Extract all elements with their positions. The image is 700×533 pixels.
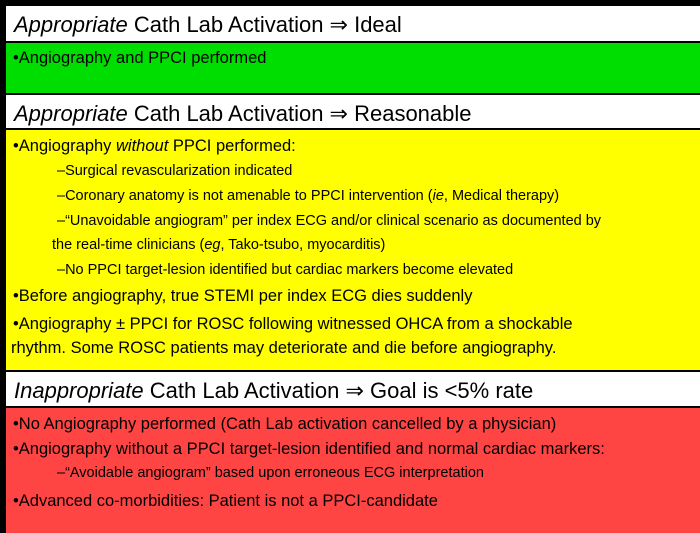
sub-list-item-text: the real-time clinicians (	[52, 237, 205, 253]
sub-list-item-text: , Medical therapy)	[443, 188, 560, 204]
header-ideal: Appropriate Cath Lab Activation ⇒ Ideal	[6, 6, 700, 41]
header-inappropriate-emphasis: Inappropriate	[14, 378, 144, 403]
sub-list-item: –Coronary anatomy is not amenable to PPC…	[11, 183, 700, 208]
header-reasonable-emphasis: Appropriate	[14, 101, 128, 126]
header-ideal-text: Cath Lab Activation ⇒ Ideal	[127, 12, 402, 37]
list-item: •Before angiography, true STEMI per inde…	[13, 287, 473, 305]
sub-list-item-text: –Coronary anatomy is not amenable to PPC…	[57, 188, 433, 204]
list-item: •Advanced co-morbidities: Patient is not…	[13, 492, 438, 510]
sub-list-item-text: –“Unavoidable angiogram” per index ECG a…	[57, 213, 602, 229]
header-inappropriate-text: Cath Lab Activation ⇒ Goal is <5% rate	[143, 378, 534, 403]
header-reasonable: Appropriate Cath Lab Activation ⇒ Reason…	[6, 95, 700, 128]
list-item: •Angiography without PPCI performed:	[11, 134, 700, 158]
sub-list-item: –“Unavoidable angiogram” per index ECG a…	[11, 208, 700, 257]
list-item-continuation: rhythm. Some ROSC patients may deteriora…	[11, 339, 557, 357]
list-item-emphasis: without	[116, 137, 169, 155]
list-item-text: •Angiography ± PPCI for ROSC following w…	[13, 315, 573, 333]
sub-list-item-emphasis: eg	[204, 237, 221, 253]
list-item: •Angiography without a PPCI target-lesio…	[13, 440, 605, 458]
list-item: •Angiography and PPCI performed	[13, 49, 267, 67]
body-ideal: •Angiography and PPCI performed	[6, 43, 700, 93]
sub-list-item-text: , Tako-tsubo, myocarditis)	[220, 237, 386, 253]
sub-list-item-continuation: the real-time clinicians (eg, Tako-tsubo…	[52, 233, 700, 257]
body-reasonable: •Angiography without PPCI performed: –Su…	[6, 130, 700, 370]
sub-list-item: –No PPCI target-lesion identified but ca…	[57, 262, 514, 278]
sub-list-item-emphasis: ie	[432, 188, 444, 204]
list-item-text: PPCI performed:	[168, 137, 296, 155]
header-ideal-emphasis: Appropriate	[14, 12, 128, 37]
body-inappropriate: •No Angiography performed (Cath Lab acti…	[6, 408, 700, 533]
header-reasonable-text: Cath Lab Activation ⇒ Reasonable	[127, 101, 472, 126]
sub-list-item: –“Avoidable angiogram” based upon errone…	[57, 465, 484, 481]
sub-list-item: –Surgical revascularization indicated	[57, 163, 293, 179]
header-inappropriate: Inappropriate Cath Lab Activation ⇒ Goal…	[6, 372, 700, 406]
list-item: •No Angiography performed (Cath Lab acti…	[13, 415, 557, 433]
list-item: •Angiography ± PPCI for ROSC following w…	[11, 308, 700, 360]
list-item-text: •Angiography	[13, 137, 117, 155]
